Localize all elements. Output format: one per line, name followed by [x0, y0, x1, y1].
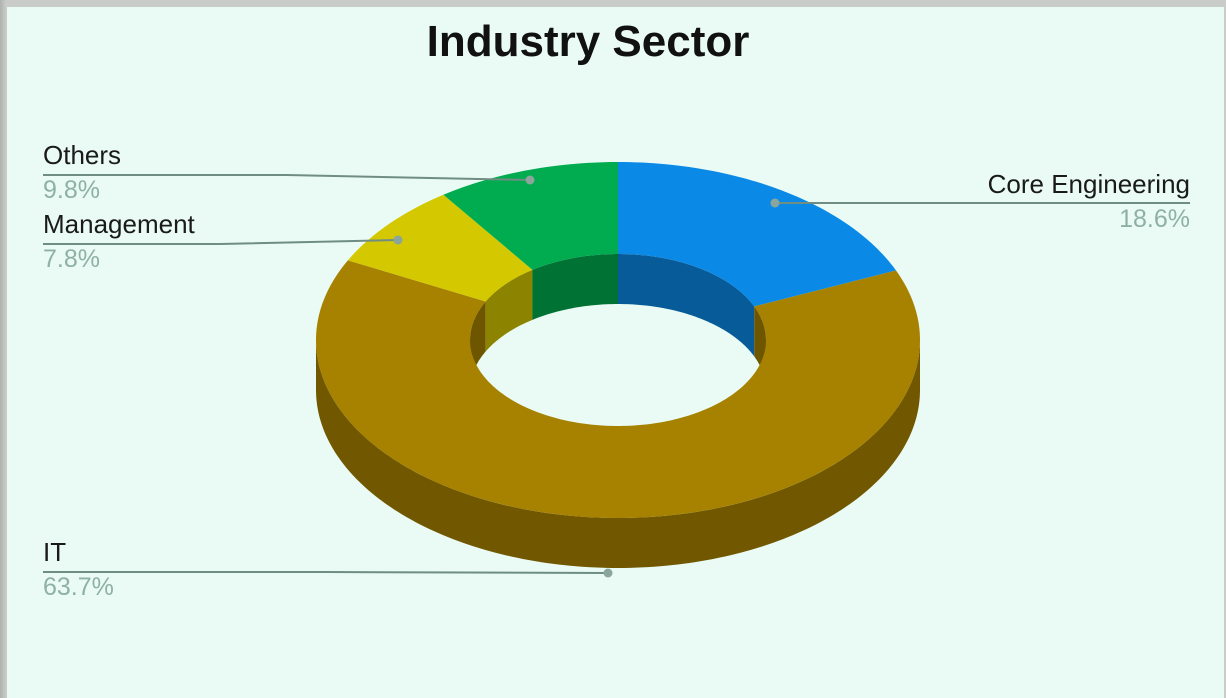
slice-label-others: Others	[43, 140, 121, 170]
slice-it[interactable]	[316, 260, 920, 518]
slice-inner-wall-others	[532, 254, 618, 320]
slice-value-core-engineering: 18.6%	[1119, 205, 1190, 233]
leader-dot-others	[525, 175, 535, 185]
leader-dot-it	[603, 568, 613, 578]
slice-label-management: Management	[43, 209, 196, 239]
slice-core-engineering[interactable]	[618, 162, 897, 307]
chart-panel: Industry Sector Core Engineering 18.6% IT 6…	[7, 7, 1224, 698]
slice-side-it	[316, 340, 920, 568]
leader-line-it	[43, 571, 609, 574]
slice-label-it: IT	[43, 537, 66, 567]
slice-value-others: 9.8%	[43, 176, 100, 204]
label-group-management: Management 7.8%	[43, 209, 403, 273]
slice-inner-wall-core-engineering	[618, 254, 755, 357]
slice-others[interactable]	[443, 162, 618, 270]
leader-line-management	[43, 239, 399, 245]
slice-value-management: 7.8%	[43, 245, 100, 273]
slice-management[interactable]	[347, 194, 533, 302]
leader-dot-management	[393, 235, 403, 245]
leader-dot-core-engineering	[770, 198, 780, 208]
slice-label-core-engineering: Core Engineering	[988, 169, 1190, 199]
donut-chart: Industry Sector Core Engineering 18.6% IT 6…	[43, 17, 1190, 601]
chart-title: Industry Sector	[427, 17, 750, 66]
label-group-core-engineering: Core Engineering 18.6%	[770, 169, 1190, 233]
label-group-others: Others 9.8%	[43, 140, 535, 204]
label-group-it: IT 63.7%	[43, 537, 613, 601]
leader-line-others	[43, 174, 531, 181]
slice-inner-wall-management	[485, 269, 533, 352]
slice-value-it: 63.7%	[43, 573, 114, 601]
